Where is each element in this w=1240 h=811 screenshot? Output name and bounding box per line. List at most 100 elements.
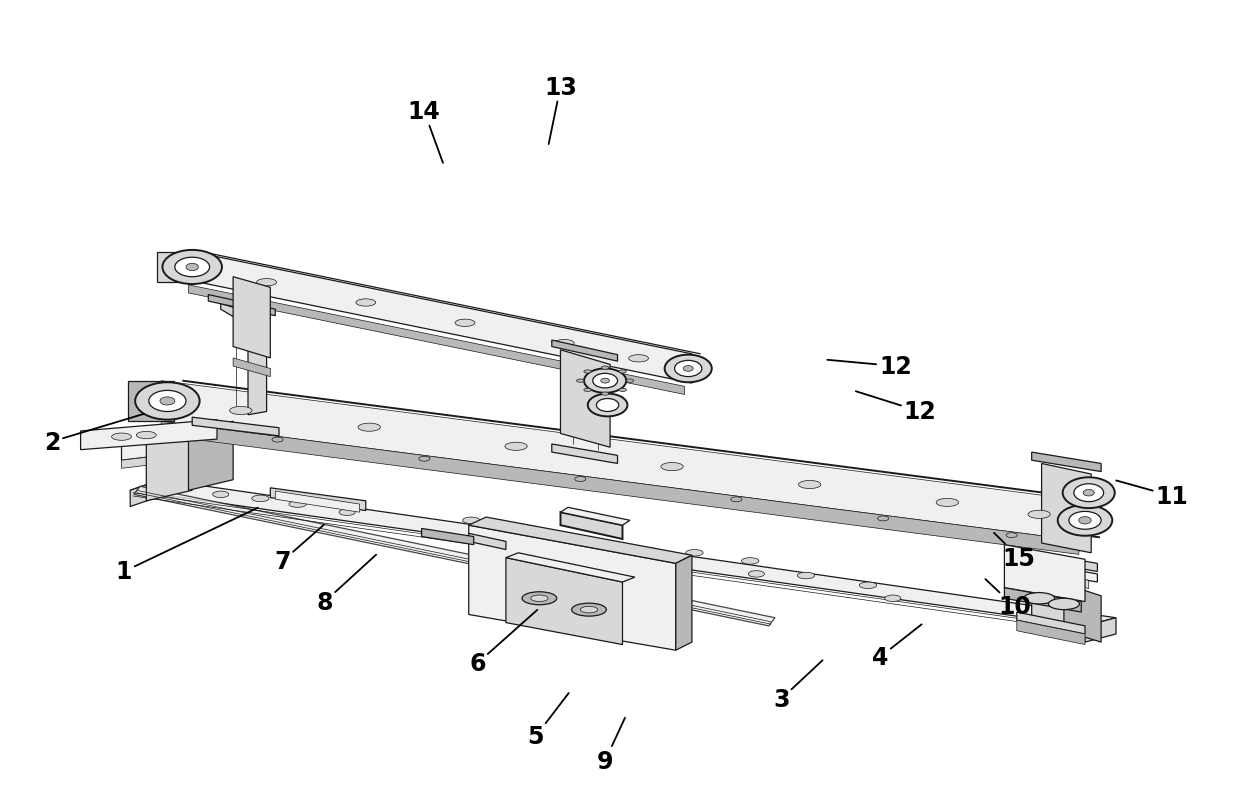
Text: 8: 8 <box>316 555 376 614</box>
Text: 2: 2 <box>43 414 144 454</box>
Polygon shape <box>122 428 229 461</box>
Polygon shape <box>1032 453 1101 472</box>
Polygon shape <box>161 422 1079 555</box>
Text: 3: 3 <box>773 660 822 711</box>
Polygon shape <box>506 553 635 582</box>
Polygon shape <box>157 253 196 282</box>
Ellipse shape <box>749 571 764 577</box>
Polygon shape <box>208 295 275 316</box>
Text: 4: 4 <box>872 624 921 669</box>
Ellipse shape <box>572 603 606 616</box>
Ellipse shape <box>575 477 587 482</box>
Ellipse shape <box>1058 505 1112 536</box>
Ellipse shape <box>577 380 584 383</box>
Text: 12: 12 <box>856 392 936 424</box>
Polygon shape <box>270 488 366 511</box>
Polygon shape <box>1085 618 1116 642</box>
Ellipse shape <box>580 607 598 613</box>
Ellipse shape <box>500 524 517 530</box>
Polygon shape <box>1017 620 1085 645</box>
Text: 13: 13 <box>544 75 577 145</box>
Ellipse shape <box>136 431 156 440</box>
Polygon shape <box>81 420 217 450</box>
Ellipse shape <box>1023 593 1054 604</box>
Ellipse shape <box>629 355 649 363</box>
Polygon shape <box>233 358 270 377</box>
Ellipse shape <box>859 582 877 589</box>
Ellipse shape <box>584 369 626 393</box>
Ellipse shape <box>112 433 131 441</box>
Ellipse shape <box>619 371 626 374</box>
Ellipse shape <box>135 383 200 420</box>
Polygon shape <box>130 480 161 507</box>
Ellipse shape <box>272 438 283 443</box>
Polygon shape <box>1029 568 1089 589</box>
Ellipse shape <box>1006 533 1017 538</box>
Polygon shape <box>506 558 622 645</box>
Ellipse shape <box>1028 511 1050 519</box>
Ellipse shape <box>619 388 626 392</box>
Polygon shape <box>161 381 1079 541</box>
Polygon shape <box>188 422 233 491</box>
Ellipse shape <box>936 499 959 507</box>
Text: 10: 10 <box>986 579 1030 619</box>
Ellipse shape <box>683 367 693 371</box>
Ellipse shape <box>584 371 591 374</box>
Ellipse shape <box>665 355 712 383</box>
Ellipse shape <box>257 279 277 286</box>
Ellipse shape <box>1084 490 1094 496</box>
Ellipse shape <box>419 457 430 461</box>
Polygon shape <box>1004 545 1085 602</box>
Polygon shape <box>1004 588 1081 612</box>
Ellipse shape <box>554 340 574 347</box>
Ellipse shape <box>149 391 186 412</box>
Polygon shape <box>146 431 192 501</box>
Polygon shape <box>1042 464 1091 553</box>
Ellipse shape <box>588 394 627 417</box>
Polygon shape <box>275 491 360 513</box>
Polygon shape <box>1011 560 1097 582</box>
Ellipse shape <box>186 264 198 271</box>
Ellipse shape <box>797 573 815 579</box>
Polygon shape <box>560 513 622 539</box>
Ellipse shape <box>289 501 306 508</box>
Ellipse shape <box>213 491 228 498</box>
Polygon shape <box>128 381 174 422</box>
Ellipse shape <box>1063 478 1115 508</box>
Polygon shape <box>122 448 229 469</box>
Polygon shape <box>469 517 692 564</box>
Ellipse shape <box>601 393 609 396</box>
Ellipse shape <box>588 540 603 547</box>
Text: 14: 14 <box>408 100 443 164</box>
Ellipse shape <box>686 550 703 556</box>
Text: 11: 11 <box>1116 481 1188 508</box>
Ellipse shape <box>356 299 376 307</box>
Polygon shape <box>552 444 618 464</box>
Polygon shape <box>1017 612 1085 634</box>
Ellipse shape <box>584 388 591 392</box>
Polygon shape <box>469 534 506 550</box>
Polygon shape <box>1064 584 1101 642</box>
Ellipse shape <box>463 517 480 524</box>
Polygon shape <box>134 487 775 626</box>
Polygon shape <box>221 304 267 415</box>
Text: 1: 1 <box>115 508 258 584</box>
Ellipse shape <box>596 399 619 412</box>
Ellipse shape <box>730 497 742 502</box>
Ellipse shape <box>160 397 175 406</box>
Ellipse shape <box>878 517 889 521</box>
Polygon shape <box>188 285 684 395</box>
Polygon shape <box>676 556 692 650</box>
Text: 9: 9 <box>596 718 625 773</box>
Ellipse shape <box>522 592 557 605</box>
Text: 6: 6 <box>469 610 537 676</box>
Ellipse shape <box>252 496 269 502</box>
Polygon shape <box>422 529 474 545</box>
Ellipse shape <box>1069 512 1101 530</box>
Ellipse shape <box>1079 517 1091 525</box>
Polygon shape <box>1032 572 1069 631</box>
Polygon shape <box>552 341 618 362</box>
Polygon shape <box>130 480 1116 626</box>
Ellipse shape <box>455 320 475 327</box>
Polygon shape <box>192 418 279 436</box>
